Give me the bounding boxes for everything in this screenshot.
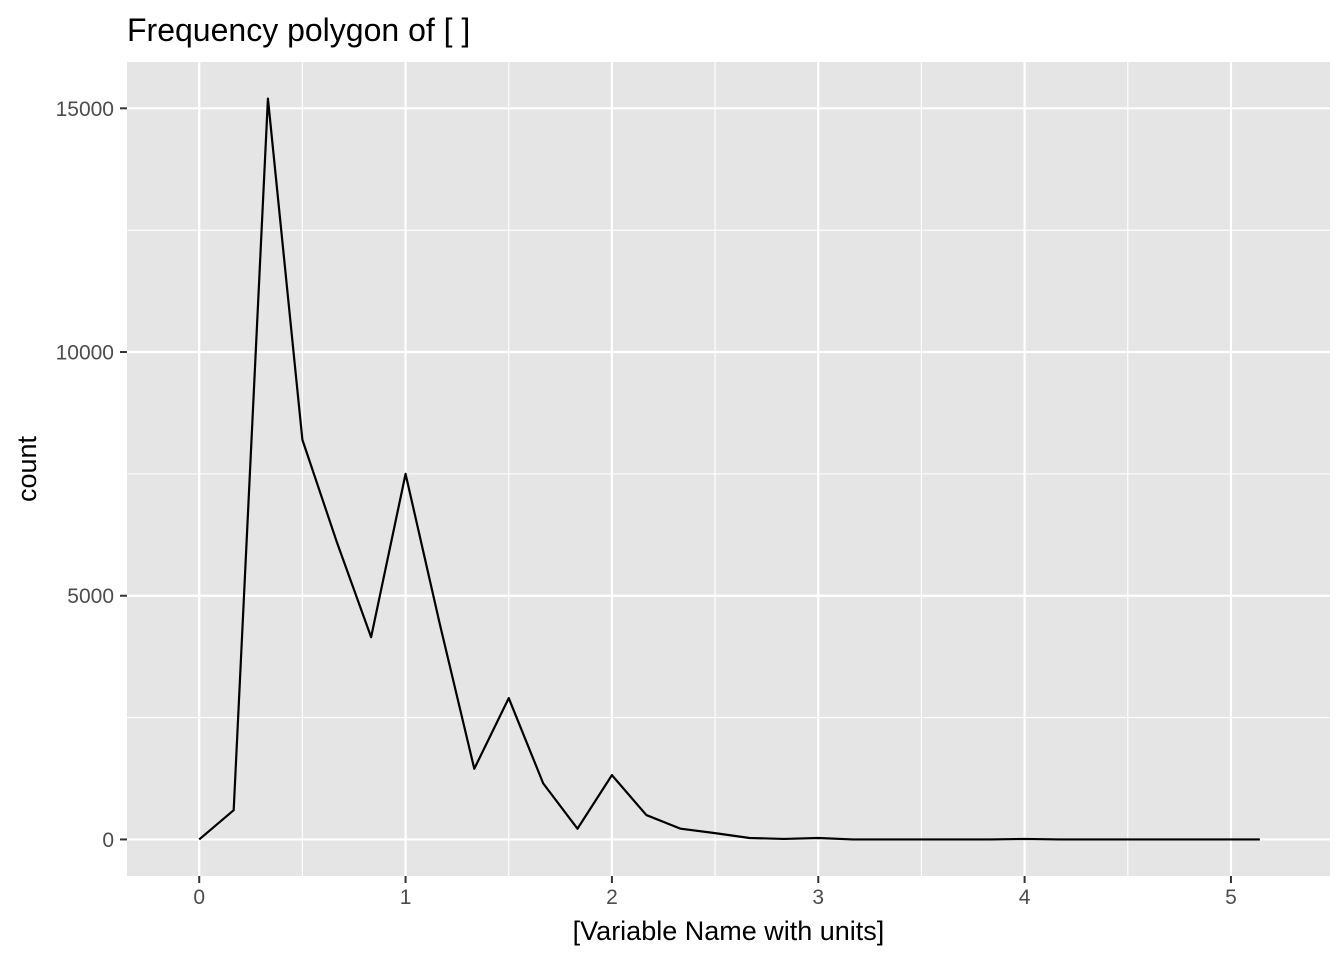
chart-title: Frequency polygon of [ ] xyxy=(127,12,470,48)
y-tick-label: 0 xyxy=(102,829,114,852)
y-axis: 0 5000 10000 15000 xyxy=(56,98,127,852)
y-tick-label: 15000 xyxy=(56,98,114,121)
x-axis-title: [Variable Name with units] xyxy=(573,916,885,946)
y-axis-title: count xyxy=(12,435,42,502)
x-tick-label: 1 xyxy=(400,886,412,909)
x-tick-label: 3 xyxy=(812,886,824,909)
x-tick-label: 2 xyxy=(606,886,618,909)
frequency-polygon-line xyxy=(198,97,1260,841)
minor-gridlines xyxy=(127,62,1330,876)
y-tick-label: 10000 xyxy=(56,342,114,365)
x-tick-label: 5 xyxy=(1225,886,1237,909)
plot-panel xyxy=(127,62,1330,876)
x-axis: 0 1 2 3 4 5 xyxy=(193,876,1237,909)
x-tick-label: 4 xyxy=(1019,886,1031,909)
y-tick-label: 5000 xyxy=(67,585,114,608)
x-tick-label: 0 xyxy=(193,886,205,909)
